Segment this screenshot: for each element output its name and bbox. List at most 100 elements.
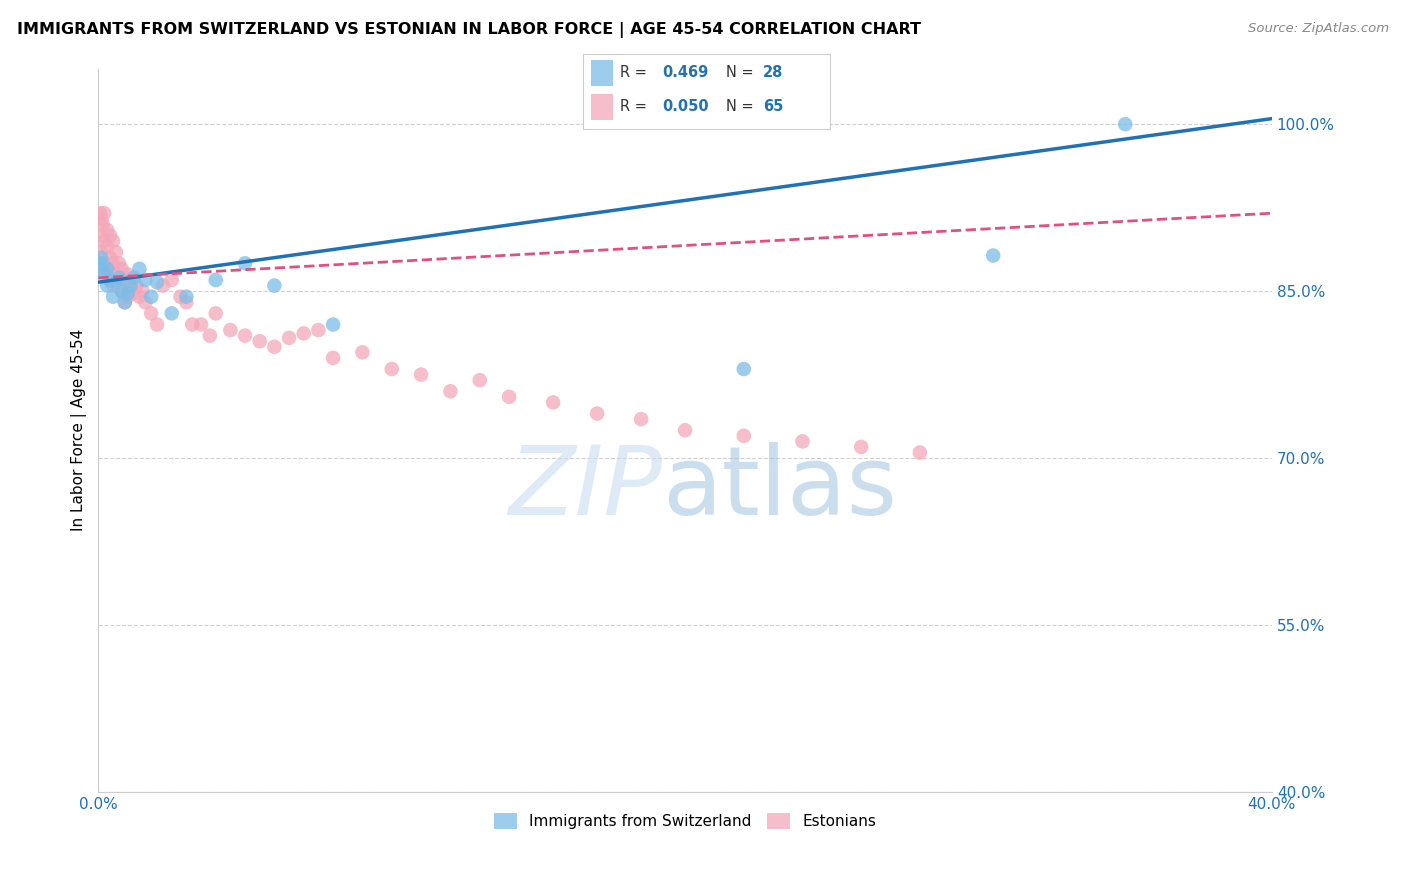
Point	[90, 261, 112, 276]
Point	[93, 206, 115, 220]
Point	[96, 239, 118, 253]
Point	[96, 223, 118, 237]
Point	[96, 261, 118, 276]
Point	[104, 268, 127, 282]
Point	[122, 270, 145, 285]
Point	[204, 306, 226, 320]
Point	[134, 295, 156, 310]
Point	[117, 290, 139, 304]
Point	[541, 395, 564, 409]
Legend: Immigrants from Switzerland, Estonians: Immigrants from Switzerland, Estonians	[488, 806, 882, 835]
Point	[90, 211, 112, 226]
Text: atlas: atlas	[662, 442, 897, 534]
Point	[152, 278, 174, 293]
Point	[90, 245, 112, 260]
Text: Source: ZipAtlas.com: Source: ZipAtlas.com	[1249, 22, 1389, 36]
Point	[233, 328, 256, 343]
Point	[498, 390, 520, 404]
Point	[322, 351, 344, 365]
Point	[117, 268, 139, 282]
Point	[141, 290, 163, 304]
Point	[101, 256, 124, 270]
Point	[176, 295, 198, 310]
Point	[292, 326, 315, 341]
Point	[263, 278, 285, 293]
Point	[125, 278, 148, 293]
Text: R =: R =	[620, 65, 652, 80]
Point	[98, 273, 121, 287]
Point	[439, 384, 461, 399]
Point	[104, 275, 127, 289]
Point	[176, 290, 198, 304]
Point	[146, 275, 169, 289]
Point	[249, 334, 271, 349]
Point	[169, 290, 191, 304]
Point	[468, 373, 491, 387]
Point	[120, 275, 142, 289]
Point	[307, 323, 329, 337]
Point	[96, 278, 118, 293]
Point	[586, 407, 609, 421]
Point	[114, 273, 136, 287]
Point	[93, 268, 115, 282]
Point	[128, 290, 150, 304]
Point	[90, 256, 112, 270]
Point	[381, 362, 404, 376]
Point	[108, 278, 131, 293]
Point	[1114, 117, 1136, 131]
Point	[263, 340, 285, 354]
Point	[128, 261, 150, 276]
Text: 0.469: 0.469	[662, 65, 709, 80]
Y-axis label: In Labor Force | Age 45-54: In Labor Force | Age 45-54	[72, 329, 87, 532]
Text: R =: R =	[620, 100, 652, 114]
Point	[98, 273, 121, 287]
Point	[114, 295, 136, 310]
Point	[93, 234, 115, 248]
Point	[98, 251, 121, 265]
Point	[134, 273, 156, 287]
Point	[96, 261, 118, 276]
Point	[120, 278, 142, 293]
Point	[141, 306, 163, 320]
Text: N =: N =	[725, 65, 758, 80]
Point	[981, 248, 1004, 262]
Point	[111, 284, 134, 298]
Text: ZIP: ZIP	[508, 442, 662, 534]
Point	[111, 284, 134, 298]
Point	[160, 273, 183, 287]
Point	[792, 434, 814, 449]
Point	[908, 445, 931, 459]
Point	[146, 318, 169, 332]
Point	[117, 286, 139, 301]
Point	[190, 318, 212, 332]
Point	[673, 423, 696, 437]
Point	[114, 295, 136, 310]
Point	[409, 368, 432, 382]
Point	[233, 256, 256, 270]
Text: 65: 65	[763, 100, 783, 114]
Point	[104, 245, 127, 260]
Point	[630, 412, 652, 426]
Bar	[591, 94, 613, 120]
Point	[733, 429, 755, 443]
Point	[181, 318, 204, 332]
Point	[89, 206, 111, 220]
Point	[204, 273, 226, 287]
Point	[198, 328, 221, 343]
Point	[90, 251, 112, 265]
Point	[91, 217, 114, 231]
Text: 28: 28	[763, 65, 783, 80]
Point	[131, 284, 153, 298]
Point	[111, 261, 134, 276]
Point	[108, 270, 131, 285]
Point	[160, 306, 183, 320]
Point	[278, 331, 301, 345]
Bar	[591, 60, 613, 87]
Point	[122, 286, 145, 301]
Point	[352, 345, 374, 359]
Text: IMMIGRANTS FROM SWITZERLAND VS ESTONIAN IN LABOR FORCE | AGE 45-54 CORRELATION C: IMMIGRANTS FROM SWITZERLAND VS ESTONIAN …	[17, 22, 921, 38]
Point	[93, 256, 115, 270]
Text: 0.050: 0.050	[662, 100, 709, 114]
Point	[98, 228, 121, 243]
Point	[733, 362, 755, 376]
